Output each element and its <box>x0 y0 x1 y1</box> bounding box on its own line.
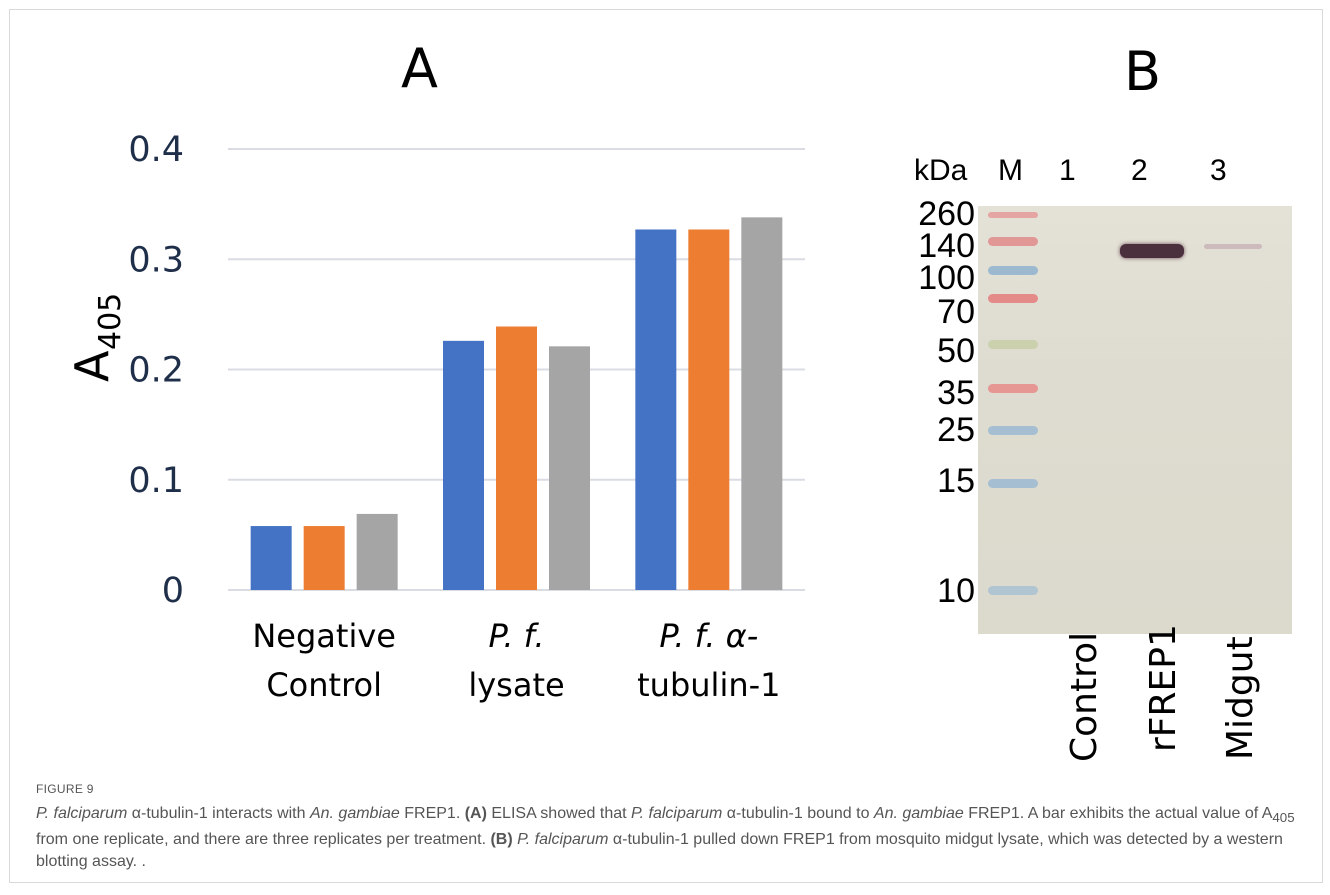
ladder-band <box>988 340 1038 349</box>
y-tick-label: 0.2 <box>128 351 184 391</box>
mw-marker-100: 100 <box>918 259 975 297</box>
mw-marker-70: 70 <box>937 293 975 331</box>
ladder-band <box>988 212 1038 218</box>
ladder-band <box>988 266 1038 275</box>
marker-lane-label: M <box>998 154 1023 187</box>
category-label: tubulin-1 <box>637 666 780 704</box>
bar <box>688 229 730 591</box>
ladder-band <box>988 237 1038 246</box>
figure-label: FIGURE 9 <box>36 782 94 796</box>
y-axis-label-main: A <box>65 350 119 382</box>
ladder-band <box>988 294 1038 303</box>
ladder-band <box>988 384 1038 393</box>
caption-text: from one replicate, and there are three … <box>36 831 491 849</box>
caption-panel-ref: (A) <box>464 805 487 822</box>
ladder-band <box>988 586 1038 595</box>
caption-subscript: 405 <box>1272 810 1295 826</box>
mw-marker-260: 260 <box>918 195 975 233</box>
caption-text: FREP1. <box>399 805 465 822</box>
mw-marker-10: 10 <box>937 572 975 610</box>
ladder-band <box>988 479 1038 488</box>
lane-label-control: Control <box>1064 631 1105 762</box>
category-label: P. f. α- <box>659 617 758 655</box>
caption-text: ELISA showed that <box>486 805 632 822</box>
caption-text: α-tubulin-1 bound to <box>722 805 874 822</box>
y-tick-label: 0.1 <box>128 461 184 501</box>
bar <box>741 217 783 590</box>
lane-number-2: 2 <box>1131 154 1148 187</box>
caption-species: P. falciparum <box>631 805 723 822</box>
category-label: Negative <box>252 617 396 655</box>
caption-species: P. falciparum <box>36 805 128 822</box>
mw-marker-50: 50 <box>937 332 975 370</box>
ladder-band <box>988 426 1038 435</box>
bar <box>250 526 292 590</box>
category-label: Control <box>266 666 382 704</box>
category-label: lysate <box>468 666 564 704</box>
y-tick-label: 0.3 <box>128 240 184 280</box>
bar <box>303 526 345 590</box>
mw-marker-25: 25 <box>937 411 975 449</box>
y-axis-label: A 405 <box>65 293 128 382</box>
y-tick-label: 0 <box>162 571 184 611</box>
lane-label-rfrep1: rFREP1 <box>1143 624 1184 752</box>
mw-marker-140: 140 <box>918 227 975 265</box>
bar <box>635 229 677 591</box>
panel-b-letter: B <box>1124 40 1162 103</box>
bar <box>443 340 484 590</box>
caption-text: FREP1. A bar exhibits the actual value o… <box>963 805 1273 822</box>
lane-label-midgut: Midgut <box>1220 636 1261 760</box>
category-label: P. f. <box>488 617 544 655</box>
midgut-band <box>1204 244 1262 249</box>
bar <box>496 326 537 590</box>
lane-number-3: 3 <box>1210 154 1227 187</box>
caption-text: α-tubulin-1 interacts with <box>127 805 310 822</box>
caption-species: An. gambiae <box>309 805 400 822</box>
rfrep1-band <box>1120 244 1184 258</box>
y-tick-label: 0.4 <box>128 130 184 170</box>
caption-species: P. falciparum <box>517 831 609 849</box>
caption-panel-ref: (B) <box>490 831 513 849</box>
bar <box>549 346 590 590</box>
caption-species: An. gambiae <box>873 805 964 822</box>
caption-text: α-tubulin-1 pulled down FREP1 from mosqu… <box>36 831 1283 871</box>
lane-number-1: 1 <box>1059 154 1076 187</box>
bar <box>356 513 398 590</box>
western-blot-membrane <box>978 206 1292 634</box>
kda-label: kDa <box>914 154 968 187</box>
mw-marker-15: 15 <box>937 462 975 500</box>
figure-caption: P. falciparum α-tubulin-1 interacts with… <box>36 803 1296 873</box>
elisa-bar-chart: 0 0.1 0.2 0.3 0.4 Negative Control P. f. lysate… <box>65 130 805 704</box>
y-axis-label-sub: 405 <box>93 293 128 350</box>
panel-a-letter: A <box>401 37 438 100</box>
mw-marker-35: 35 <box>937 374 975 412</box>
